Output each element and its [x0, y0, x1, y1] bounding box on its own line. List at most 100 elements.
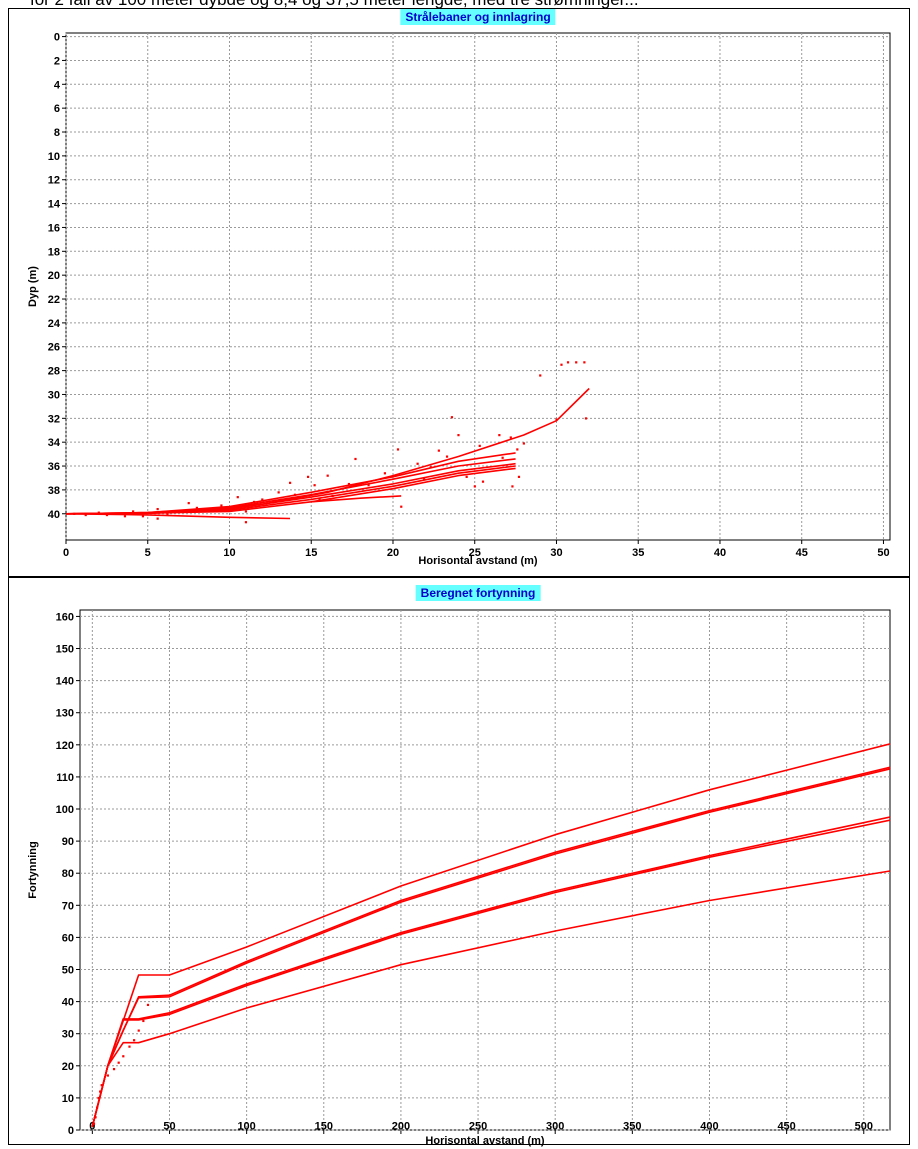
chart1-y-tick-label: 6 [54, 103, 60, 115]
chart1-scatter-point [511, 485, 514, 488]
chart2-x-tick-label: 450 [777, 1121, 795, 1133]
chart1-scatter-point [437, 449, 440, 452]
chart2-x-tick-label: 500 [855, 1121, 873, 1133]
chart2-x-tick-label: 150 [315, 1121, 333, 1133]
chart1-scatter-point [539, 374, 542, 377]
chart2-scatter-point [95, 1106, 99, 1109]
chart1-scatter-point [396, 448, 400, 451]
chart2-scatter-point [100, 1084, 103, 1087]
chart1-scatter-point [400, 505, 403, 508]
chart1-scatter-point [423, 478, 426, 481]
chart2-scatter-point [94, 1116, 97, 1119]
chart1-scatter-point [318, 498, 321, 501]
chart1-y-tick-label: 18 [48, 246, 60, 258]
chart1-scatter-point [465, 475, 468, 478]
chart1-scatter-point [132, 510, 135, 513]
chart1-scatter-point [253, 500, 256, 504]
chart1-scatter-point [583, 361, 586, 364]
chart1-scatter-point [445, 455, 449, 458]
chart2-series-line-1 [91, 743, 891, 1127]
chart1-scatter-point [187, 502, 190, 505]
chart2-scatter-point [133, 1039, 136, 1042]
chart2-x-tick-label: 400 [700, 1121, 718, 1133]
chart1-scatter-point [313, 484, 316, 487]
chart1-x-axis-label: Horisontal avstand (m) [418, 555, 538, 567]
chart1-x-tick-label: 30 [550, 547, 562, 559]
chart2-y-tick-label: 90 [62, 836, 74, 848]
chart1-y-tick-label: 24 [48, 318, 61, 330]
chart1-x-tick-label: 0 [63, 547, 69, 559]
chart1-x-tick-label: 20 [387, 547, 399, 559]
chart2-x-tick-label: 200 [392, 1121, 410, 1133]
chart2-scatter-point [146, 1003, 150, 1007]
chart1-scatter-point [236, 496, 239, 499]
chart1-scatter-point [584, 417, 588, 420]
chart2-y-tick-label: 110 [56, 772, 74, 784]
chart-title-2: Beregnet fortynning [415, 585, 541, 601]
chart2-y-tick-label: 20 [62, 1061, 74, 1073]
chart1-y-tick-label: 26 [48, 342, 60, 354]
chart1-scatter-point [478, 444, 481, 447]
chart1-y-tick-label: 4 [54, 79, 61, 91]
chart2-y-tick-label: 50 [62, 965, 74, 977]
chart1-scatter-point [473, 485, 476, 488]
chart2-y-tick-label: 40 [62, 997, 74, 1009]
chart2-x-tick-label: 250 [469, 1121, 487, 1133]
chart1-scatter-point [123, 515, 127, 518]
chart1-x-tick-label: 35 [632, 547, 644, 559]
chart1-series-line-8 [311, 495, 402, 503]
chart1-scatter-point [261, 498, 264, 501]
chart1-scatter-point [429, 466, 432, 469]
chart1-y-tick-label: 30 [48, 389, 60, 401]
chart1-scatter-point [244, 510, 248, 513]
chart1-scatter-point [416, 462, 419, 465]
chart1-y-tick-label: 36 [48, 461, 60, 473]
chart1-x-tick-label: 5 [145, 547, 151, 559]
chart2-y-tick-label: 140 [56, 676, 74, 688]
chart1-scatter-point [73, 512, 76, 515]
chart2-y-tick-label: 150 [56, 644, 74, 656]
chart1-y-tick-label: 20 [48, 270, 60, 282]
chart2-y-tick-label: 0 [68, 1125, 74, 1137]
chart-title-1: Strålebaner og innlagring [400, 9, 556, 25]
chart1-scatter-point [509, 436, 512, 439]
chart1-scatter-point [566, 361, 570, 364]
top-cut-text-label: for 2 fall av 100 meter dybde og 8,4 og … [30, 0, 639, 8]
chart2-x-tick-label: 300 [546, 1121, 564, 1133]
chart1-y-tick-label: 0 [54, 32, 60, 44]
chart2-scatter-point [99, 1090, 102, 1093]
chart2-y-tick-label: 60 [62, 932, 74, 944]
chart1-scatter-point [277, 491, 280, 494]
chart2-series-line-4 [91, 819, 891, 1127]
chart2-plot-area [79, 609, 891, 1131]
chart2-y-axis-label: Fortynning [27, 841, 39, 898]
chart1-y-axis-label: Dyp (m) [27, 266, 39, 307]
chart1-x-tick-label: 40 [714, 547, 726, 559]
chart-frame-1 [8, 8, 910, 577]
chart-frame-2 [8, 577, 910, 1145]
chart2-y-tick-label: 160 [56, 611, 74, 623]
chart2-scatter-point [92, 1122, 96, 1125]
chart1-scatter-point [220, 504, 223, 507]
chart1-y-tick-label: 16 [48, 222, 60, 234]
chart1-scatter-point [354, 457, 357, 461]
chart1-x-tick-label: 50 [877, 547, 889, 559]
chart1-scatter-point [150, 511, 153, 514]
chart1-scatter-point [481, 480, 485, 483]
chart1-scatter-point [457, 434, 460, 437]
chart1-x-tick-label: 10 [223, 547, 235, 559]
chart2-scatter-point [106, 1074, 109, 1077]
chart1-scatter-point [156, 517, 159, 520]
chart2-x-tick-label: 100 [237, 1121, 255, 1133]
chart1-scatter-point [331, 494, 334, 498]
chart1-scatter-point [288, 481, 292, 484]
chart1-scatter-point [383, 472, 387, 475]
chart1-scatter-point [522, 442, 525, 445]
chart1-y-tick-label: 10 [48, 151, 60, 163]
chart2-y-tick-label: 100 [56, 804, 74, 816]
chart1-scatter-point [156, 507, 159, 511]
chart1-y-tick-label: 40 [48, 509, 60, 521]
chart1-x-tick-label: 25 [469, 547, 481, 559]
chart1-y-tick-label: 8 [54, 127, 60, 139]
